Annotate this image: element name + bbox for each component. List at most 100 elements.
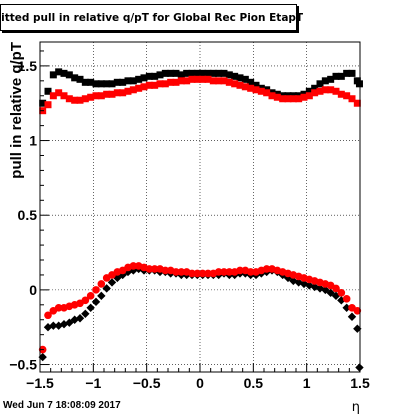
data-point (91, 297, 101, 307)
data-point (49, 321, 58, 330)
data-point (199, 69, 207, 77)
data-point (97, 80, 105, 88)
y-tick-label: 0 (29, 282, 37, 298)
data-point (257, 87, 265, 95)
data-point (177, 268, 186, 276)
data-point (81, 78, 89, 86)
data-point (225, 78, 233, 86)
data-point (305, 87, 313, 95)
data-point (44, 101, 52, 109)
data-point (151, 72, 159, 80)
data-point (71, 96, 79, 104)
data-point (241, 83, 249, 91)
data-point (332, 284, 340, 293)
data-point (273, 93, 281, 101)
data-point (321, 77, 329, 85)
y-tick-label: 1.5 (18, 58, 38, 74)
data-point (193, 75, 201, 83)
data-point (321, 86, 329, 94)
data-point (348, 95, 356, 103)
data-point (188, 69, 196, 77)
data-point (92, 92, 100, 100)
data-point (55, 68, 63, 76)
data-point (347, 312, 357, 321)
data-point (295, 95, 303, 103)
data-point (342, 295, 351, 303)
data-point (337, 90, 345, 98)
data-point (161, 69, 169, 77)
data-point (39, 99, 47, 107)
data-point (140, 83, 148, 91)
data-point (220, 268, 228, 276)
data-point (140, 74, 148, 82)
data-point (188, 75, 196, 83)
data-point (167, 69, 175, 77)
data-point (145, 81, 153, 89)
y-axis-label: pull in relative q/pT (8, 42, 25, 179)
data-point (231, 72, 239, 80)
data-point (209, 77, 217, 85)
data-point (236, 266, 244, 275)
data-point (135, 75, 143, 83)
data-point (342, 303, 351, 312)
data-point (172, 78, 180, 86)
x-tick-label: −0.5 (133, 375, 161, 391)
data-point (55, 89, 63, 97)
data-point (327, 75, 335, 83)
data-point (156, 80, 164, 88)
data-point (183, 69, 191, 77)
data-point (305, 92, 313, 100)
data-point (167, 78, 175, 86)
data-point (113, 78, 121, 86)
data-point (86, 303, 95, 312)
data-point (92, 286, 100, 294)
data-point (215, 69, 223, 77)
data-point (316, 87, 324, 95)
data-point (204, 269, 212, 278)
data-point (177, 77, 185, 85)
data-point (129, 77, 137, 85)
data-point (231, 80, 239, 88)
data-point (92, 80, 100, 88)
data-point (353, 324, 362, 333)
data-point (311, 84, 319, 92)
data-point (60, 69, 68, 77)
data-point (119, 78, 127, 86)
data-point (87, 93, 95, 101)
data-point (327, 86, 335, 94)
data-point (355, 80, 363, 88)
chart-title: Fitted pull in relative q/pT for Global … (0, 4, 303, 31)
data-point (236, 74, 244, 82)
data-point (81, 95, 89, 103)
data-point (252, 81, 260, 89)
data-point (300, 93, 308, 101)
data-point (241, 75, 249, 83)
data-point (156, 71, 164, 79)
data-point (108, 90, 116, 98)
x-tick-label: 0 (196, 375, 204, 391)
data-point (225, 268, 234, 276)
data-point (220, 69, 228, 77)
data-point (60, 92, 68, 100)
data-point (97, 92, 105, 100)
data-point (81, 296, 90, 305)
data-point (284, 95, 292, 103)
data-point (65, 71, 73, 79)
data-point (151, 81, 159, 89)
data-point (135, 84, 143, 92)
data-point (204, 69, 212, 77)
data-point (199, 75, 207, 83)
data-point (103, 80, 111, 88)
data-point (76, 75, 84, 83)
data-point (44, 311, 52, 320)
x-axis-label: η (352, 400, 360, 414)
data-point (119, 89, 127, 97)
y-tick-label: −0.5 (9, 357, 37, 373)
data-point (355, 363, 364, 372)
data-point (54, 303, 63, 312)
data-point (247, 78, 255, 86)
axes: −1.5 −1 −0.5 0 0.5 1 1.5 −0.5 0 0.5 1 1.5 (9, 50, 370, 391)
data-point (204, 75, 212, 83)
data-point (247, 84, 255, 92)
data-point (332, 72, 340, 80)
